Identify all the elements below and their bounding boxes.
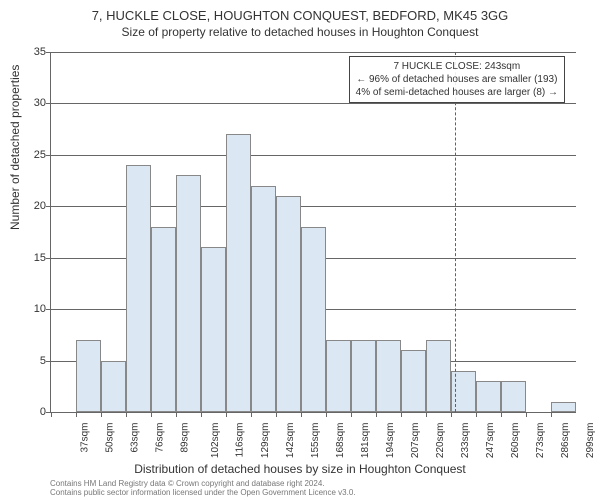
xtick-label: 247sqm [485,423,496,459]
xtick-label: 273sqm [535,423,546,459]
histogram-bar [276,196,301,412]
annotation-line2: ← 96% of detached houses are smaller (19… [356,73,558,86]
chart-area: 0510152025303537sqm50sqm63sqm76sqm89sqm1… [50,52,575,412]
ytick-label: 0 [16,406,46,418]
histogram-bar [101,361,126,412]
xtick-mark [551,412,552,417]
xtick-label: 260sqm [510,423,521,459]
ytick-mark [46,309,51,310]
xtick-mark [226,412,227,417]
xtick-label: 129sqm [260,423,271,459]
xtick-label: 102sqm [210,423,221,459]
ytick-label: 30 [16,97,46,109]
xtick-mark [426,412,427,417]
histogram-bar [501,381,526,412]
xtick-mark [101,412,102,417]
xtick-label: 116sqm [234,423,245,458]
histogram-bar [326,340,351,412]
chart-container: 7, HUCKLE CLOSE, HOUGHTON CONQUEST, BEDF… [0,0,600,500]
xtick-mark [326,412,327,417]
histogram-bar [251,186,276,412]
histogram-bar [151,227,176,412]
footer-attribution: Contains HM Land Registry data © Crown c… [50,479,356,498]
xtick-mark [51,412,52,417]
histogram-bar [226,134,251,412]
gridline [51,52,576,53]
xtick-mark [351,412,352,417]
xtick-mark [201,412,202,417]
xtick-mark [276,412,277,417]
xtick-label: 207sqm [410,423,421,459]
xtick-mark [76,412,77,417]
ytick-label: 25 [16,149,46,161]
ytick-label: 20 [16,200,46,212]
xtick-label: 89sqm [180,423,191,453]
xtick-label: 194sqm [385,423,396,459]
xtick-mark [376,412,377,417]
histogram-bar [426,340,451,412]
xtick-mark [476,412,477,417]
xtick-label: 37sqm [80,423,91,453]
ytick-mark [46,206,51,207]
annotation-box: 7 HUCKLE CLOSE: 243sqm ← 96% of detached… [349,56,565,103]
xtick-label: 233sqm [460,423,471,459]
xtick-label: 181sqm [360,423,371,459]
annotation-line1: 7 HUCKLE CLOSE: 243sqm [356,60,558,73]
histogram-bar [126,165,151,412]
histogram-bar [301,227,326,412]
ytick-label: 10 [16,303,46,315]
xtick-label: 299sqm [585,423,596,459]
histogram-bar [551,402,576,412]
xtick-mark [126,412,127,417]
histogram-bar [376,340,401,412]
xtick-mark [301,412,302,417]
histogram-bar [201,247,226,412]
ytick-mark [46,258,51,259]
ytick-label: 5 [16,355,46,367]
footer-line2: Contains public sector information licen… [50,488,356,498]
histogram-bar [351,340,376,412]
ytick-mark [46,52,51,53]
marker-line [455,52,456,412]
xtick-mark [151,412,152,417]
gridline [51,155,576,156]
xtick-mark [176,412,177,417]
chart-title-sub: Size of property relative to detached ho… [0,23,600,39]
ytick-mark [46,155,51,156]
plot-region: 0510152025303537sqm50sqm63sqm76sqm89sqm1… [50,52,576,413]
ytick-label: 35 [16,46,46,58]
histogram-bar [401,350,426,412]
chart-title-main: 7, HUCKLE CLOSE, HOUGHTON CONQUEST, BEDF… [0,0,600,23]
xtick-label: 168sqm [335,423,346,459]
xtick-label: 63sqm [130,423,141,453]
ytick-mark [46,103,51,104]
xtick-mark [501,412,502,417]
histogram-bar [76,340,101,412]
xtick-label: 220sqm [435,423,446,459]
xtick-mark [451,412,452,417]
xtick-mark [251,412,252,417]
histogram-bar [476,381,501,412]
xtick-label: 286sqm [560,423,571,459]
x-axis-label: Distribution of detached houses by size … [0,462,600,476]
histogram-bar [176,175,201,412]
xtick-label: 155sqm [310,423,321,459]
gridline [51,103,576,104]
xtick-label: 142sqm [285,423,296,459]
annotation-line3: 4% of semi-detached houses are larger (8… [356,86,558,99]
ytick-label: 15 [16,252,46,264]
xtick-mark [526,412,527,417]
ytick-mark [46,361,51,362]
xtick-label: 50sqm [105,423,116,453]
xtick-label: 76sqm [155,423,166,453]
footer-line1: Contains HM Land Registry data © Crown c… [50,479,356,489]
xtick-mark [401,412,402,417]
